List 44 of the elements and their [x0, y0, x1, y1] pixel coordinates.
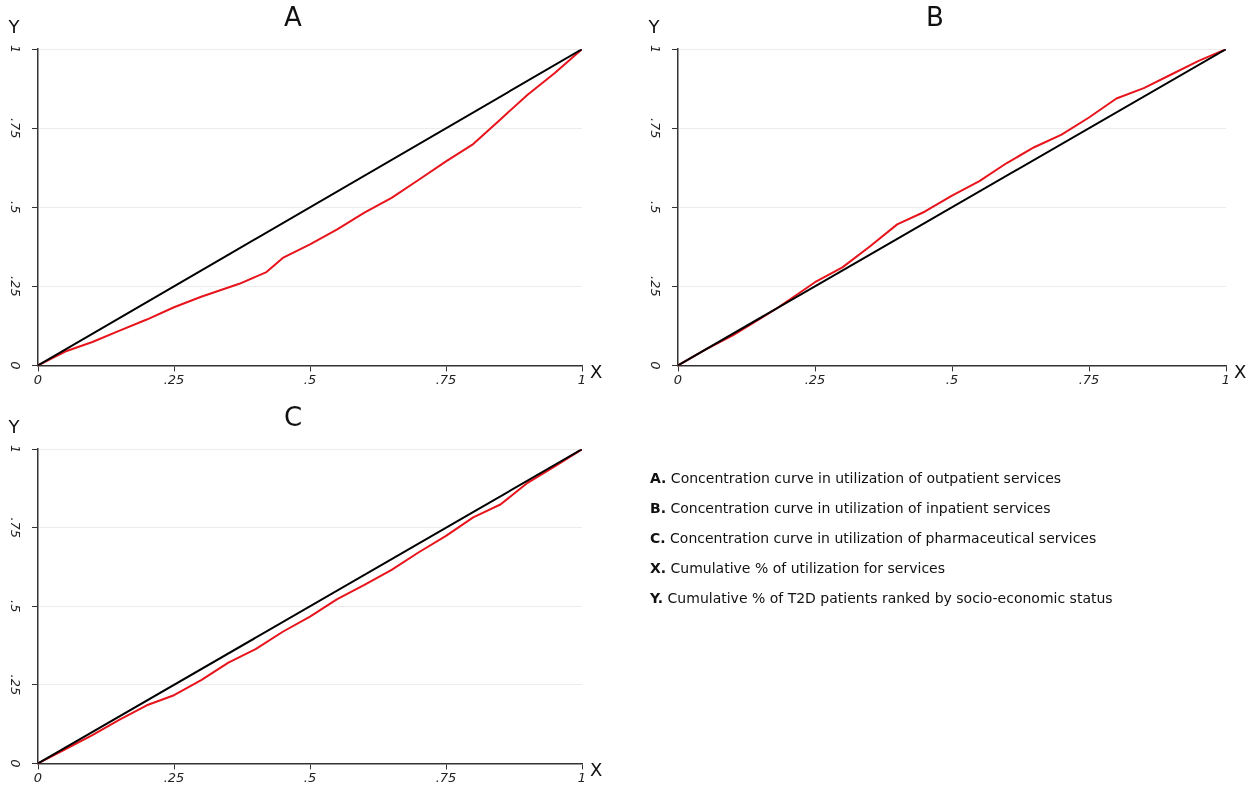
- x-tick-label: .75: [435, 372, 457, 388]
- y-tick-label: .25: [7, 276, 23, 297]
- x-tick-label: .75: [435, 770, 457, 786]
- y-tick-label: .75: [7, 117, 23, 139]
- x-axis-title: X: [1234, 361, 1247, 383]
- y-tick-label: .75: [647, 117, 663, 139]
- y-tick-label: .5: [7, 201, 23, 214]
- text: C. Concentration curve in utilization of pharmaceutical services: [650, 530, 1098, 546]
- x-tick-label: 1: [577, 770, 587, 786]
- y-axis-title: Y: [7, 415, 21, 437]
- x-tick-label: .25: [163, 372, 185, 388]
- x-tick-label: .25: [804, 372, 826, 388]
- x-tick-label: 0: [33, 372, 43, 388]
- x-tick-label: .75: [1078, 372, 1100, 388]
- y-tick-label: 0: [7, 361, 23, 370]
- y-tick-label: 1: [7, 45, 23, 54]
- x-axis-title: X: [590, 361, 603, 383]
- x-tick-label: 0: [673, 372, 683, 388]
- y-axis-title: Y: [647, 15, 661, 37]
- x-tick-label: 1: [577, 372, 587, 388]
- x-tick-label: 1: [1221, 372, 1231, 388]
- y-tick-label: 0: [7, 759, 23, 768]
- text: X. Cumulative % of utilization for services: [650, 560, 946, 576]
- text: A. Concentration curve in utilization of outpatient services: [650, 470, 1063, 486]
- y-tick-label: 1: [7, 445, 23, 454]
- x-axis-title: X: [590, 759, 603, 781]
- x-tick-label: .5: [303, 372, 317, 388]
- y-tick-label: 1: [647, 45, 663, 54]
- chart-title: A: [284, 2, 303, 33]
- y-tick-label: .25: [647, 276, 663, 297]
- y-axis-title: Y: [7, 15, 21, 37]
- y-tick-label: .5: [7, 600, 23, 613]
- y-tick-label: .25: [7, 674, 23, 696]
- chart-title: B: [926, 2, 944, 33]
- y-tick-label: .75: [7, 517, 23, 539]
- y-tick-label: .5: [647, 201, 663, 214]
- chart-title: C: [283, 402, 303, 433]
- x-tick-label: .25: [163, 770, 185, 786]
- y-tick-label: 0: [647, 361, 663, 370]
- text: B. Concentration curve in utilization of inpatient services: [650, 500, 1052, 516]
- text: Y. Cumulative % of T2D patients ranked by socio-economic status: [650, 590, 1114, 606]
- x-tick-label: .5: [945, 372, 959, 388]
- x-tick-label: .5: [303, 770, 317, 786]
- x-tick-label: 0: [33, 770, 43, 786]
